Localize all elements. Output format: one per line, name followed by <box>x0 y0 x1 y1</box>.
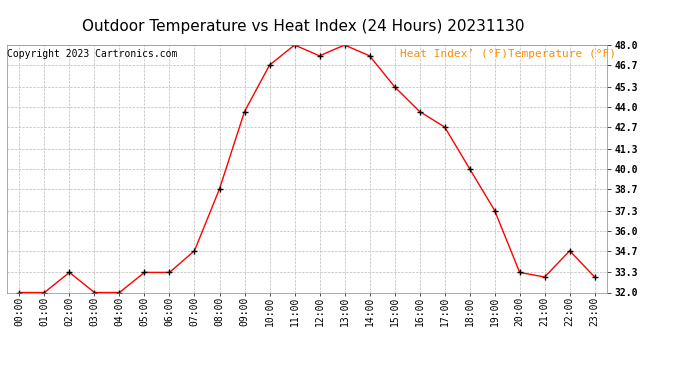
Text: Copyright 2023 Cartronics.com: Copyright 2023 Cartronics.com <box>7 49 177 59</box>
Text: Outdoor Temperature vs Heat Index (24 Hours) 20231130: Outdoor Temperature vs Heat Index (24 Ho… <box>82 19 525 34</box>
Text: Heat Index’ (°F)Temperature (°F): Heat Index’ (°F)Temperature (°F) <box>400 49 616 59</box>
